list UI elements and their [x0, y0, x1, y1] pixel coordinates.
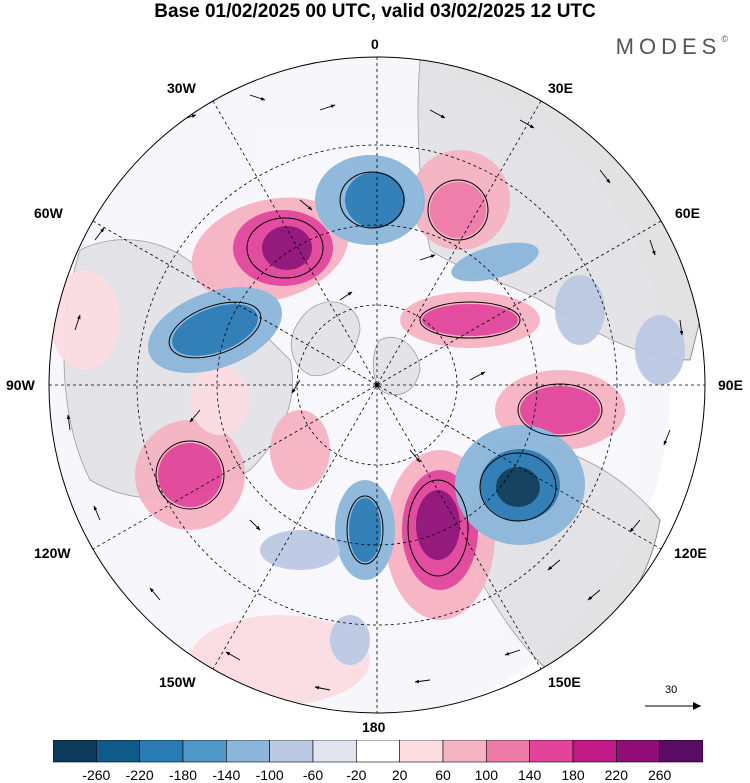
lon-label-0: 0 — [371, 36, 379, 52]
colorbar-swatch — [139, 740, 184, 763]
colorbar-tick-label: -180 — [168, 767, 198, 783]
lon-label-30w: 30W — [167, 80, 196, 96]
brand-text: MODES — [615, 34, 722, 59]
colorbar-tick-label: -140 — [212, 767, 241, 783]
map-title: Base 01/02/2025 00 UTC, valid 03/02/2025… — [154, 1, 596, 22]
colorbar-tick-label: 180 — [561, 767, 585, 783]
colorbar-tick-label: 60 — [435, 767, 451, 783]
lon-label-30e: 30E — [548, 80, 573, 96]
colorbar-tick-label: 20 — [391, 767, 408, 783]
colorbar-swatch — [312, 740, 357, 763]
lon-label-180: 180 — [362, 719, 386, 735]
graticule — [49, 57, 705, 713]
colorbar-tick-label: 260 — [647, 767, 672, 783]
lon-label-120e: 120E — [674, 545, 707, 561]
lon-label-90w: 90W — [6, 377, 35, 393]
colorbar-swatch — [399, 740, 444, 763]
colorbar-swatch — [96, 740, 140, 763]
lon-label-120w: 120W — [34, 545, 71, 561]
lon-label-150w: 150W — [159, 674, 196, 690]
colorbar-tick-label: -220 — [125, 767, 154, 783]
colorbar-swatch — [616, 740, 660, 763]
colorbar-swatch — [572, 740, 617, 763]
colorbar-tick-label: -20 — [346, 767, 367, 783]
colorbar-swatch — [226, 740, 270, 763]
contours — [155, 171, 603, 577]
lon-label-150e: 150E — [548, 674, 581, 690]
colorbar-tick-label: -60 — [302, 767, 324, 783]
lon-label-60w: 60W — [34, 205, 63, 221]
lon-label-60e: 60E — [675, 205, 700, 221]
colorbar-swatch — [53, 740, 97, 763]
colorbar-swatch — [182, 740, 227, 763]
colorbar-tick-label: 220 — [604, 767, 629, 783]
brand-logo: MODES© — [616, 34, 728, 60]
reference-vector-label: 30 — [665, 684, 678, 696]
colorbar-tick-label: 100 — [474, 767, 499, 783]
colorbar-swatch — [269, 740, 314, 763]
colorbar-swatch — [442, 740, 487, 763]
colorbar-tick-label: 140 — [517, 767, 542, 783]
colorbar-swatch — [659, 740, 703, 763]
colorbar-tick-label: -260 — [82, 767, 111, 783]
colorbar-tick-label: -100 — [255, 767, 284, 783]
colorbar-swatch — [529, 740, 574, 763]
lon-label-90e: 90E — [718, 377, 743, 393]
colorbar-swatch — [486, 740, 530, 763]
map-disc — [49, 57, 705, 713]
wind-vectors — [66, 94, 684, 691]
greenland — [291, 301, 361, 377]
brand-mark: © — [721, 34, 728, 44]
reference-vector-arrow — [645, 702, 701, 710]
anomaly-field — [49, 57, 685, 713]
map-border — [48, 56, 706, 714]
colorbar-swatch — [356, 740, 400, 763]
colorbar — [53, 740, 703, 763]
